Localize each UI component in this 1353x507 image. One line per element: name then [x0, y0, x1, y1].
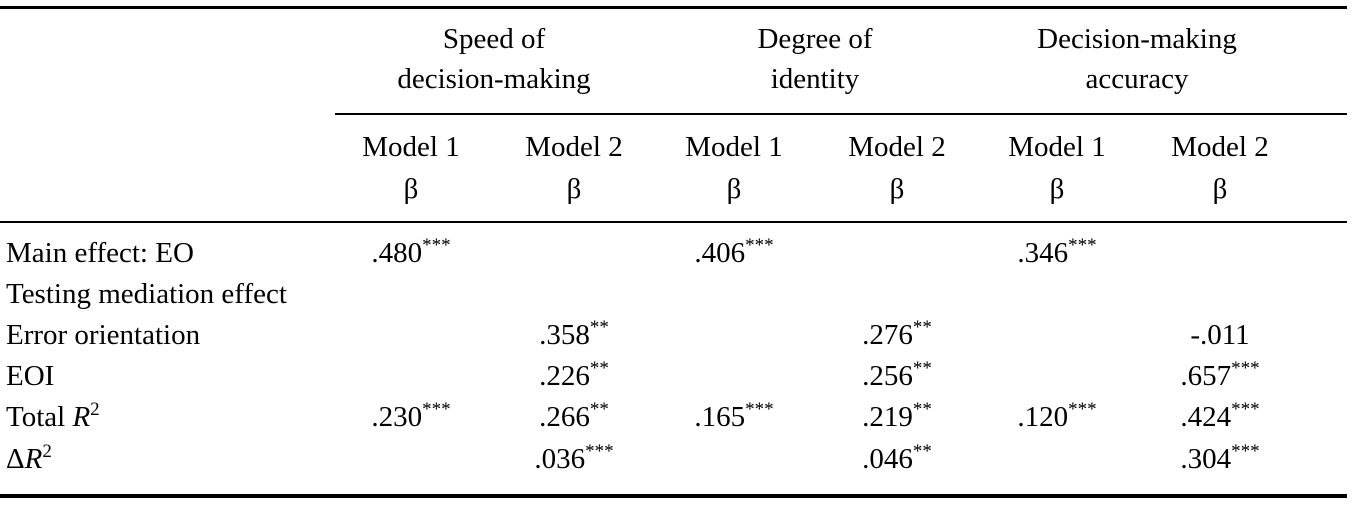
- cell-value: .480: [371, 237, 423, 269]
- model-header: Model 1: [362, 131, 460, 163]
- cell-value: .304: [1180, 443, 1232, 475]
- cell-value: .219: [862, 401, 913, 433]
- beta-header: β: [1212, 173, 1228, 205]
- model-header: Model 2: [1171, 131, 1269, 163]
- table-cell: .304***: [1180, 441, 1260, 480]
- group-rule: [335, 113, 1347, 115]
- cell-value: .256: [862, 360, 913, 392]
- cell-value: .036: [534, 443, 586, 475]
- model-header: Model 1: [1008, 131, 1106, 163]
- row-label-italic: R: [72, 401, 91, 433]
- model-header: Model 2: [848, 131, 946, 163]
- cell-value: .230: [371, 401, 423, 433]
- row-label-superscript: 2: [90, 399, 100, 420]
- significance-stars: ***: [745, 235, 774, 256]
- model-header: Model 2: [525, 131, 623, 163]
- table-cell: .120***: [1017, 399, 1097, 438]
- row-label-italic: R: [24, 443, 43, 475]
- significance-stars: **: [912, 317, 932, 338]
- significance-stars: ***: [1231, 399, 1260, 420]
- row-label: Error orientation: [6, 318, 200, 352]
- model-header: Model 1: [685, 131, 783, 163]
- row-label-text: Δ: [6, 443, 25, 475]
- row-label: Testing mediation effect: [6, 277, 287, 311]
- cell-value: .406: [694, 237, 746, 269]
- table-cell: .219**: [862, 399, 932, 438]
- significance-stars: ***: [585, 441, 614, 462]
- row-label: Main effect: EO: [6, 236, 194, 270]
- table-cell: .358**: [539, 317, 609, 356]
- significance-stars: **: [589, 358, 609, 379]
- group-header-line2: identity: [770, 63, 860, 95]
- table-cell: .276**: [862, 317, 932, 356]
- significance-stars: ***: [745, 399, 774, 420]
- cell-value: .358: [539, 319, 590, 351]
- table-cell: .424***: [1180, 399, 1260, 438]
- significance-stars: **: [589, 317, 609, 338]
- beta-header: β: [1049, 173, 1065, 205]
- row-label: Total R2: [6, 399, 100, 438]
- table-cell: .046**: [862, 441, 932, 480]
- row-label-text: Testing mediation effect: [6, 278, 287, 310]
- significance-stars: **: [912, 358, 932, 379]
- beta-header: β: [403, 173, 419, 205]
- table-cell: .657***: [1180, 358, 1260, 397]
- row-label-text: Main effect: EO: [6, 237, 194, 269]
- row-label-text: Total: [6, 401, 73, 433]
- row-label: ΔR2: [6, 441, 52, 480]
- beta-header: β: [726, 173, 742, 205]
- table-cell: .266**: [539, 399, 609, 438]
- table-cell: .256**: [862, 358, 932, 397]
- cell-value: .226: [539, 360, 590, 392]
- row-label: EOI: [6, 359, 54, 393]
- significance-stars: ***: [1231, 441, 1260, 462]
- table-cell: .346***: [1017, 235, 1097, 274]
- table-cell: .480***: [371, 235, 451, 274]
- beta-header: β: [889, 173, 905, 205]
- significance-stars: ***: [422, 235, 451, 256]
- significance-stars: ***: [1068, 399, 1097, 420]
- table-cell: .406***: [694, 235, 774, 274]
- significance-stars: ***: [1231, 358, 1260, 379]
- group-header-line1: Degree of: [757, 23, 873, 55]
- cell-value: .276: [862, 319, 913, 351]
- table-cell: .165***: [694, 399, 774, 438]
- significance-stars: ***: [422, 399, 451, 420]
- cell-value: .266: [539, 401, 590, 433]
- cell-value: -.011: [1190, 319, 1250, 351]
- row-label-superscript: 2: [42, 441, 52, 462]
- group-header-line2: decision-making: [397, 63, 591, 95]
- row-label-text: Error orientation: [6, 319, 201, 351]
- table-cell: .036***: [534, 441, 614, 480]
- cell-value: .165: [694, 401, 746, 433]
- group-header-line1: Speed of: [442, 23, 546, 55]
- group-header-line1: Decision-making: [1037, 23, 1237, 55]
- significance-stars: **: [912, 399, 932, 420]
- top-rule: [0, 6, 1347, 9]
- bottom-rule: [0, 494, 1347, 498]
- cell-value: .120: [1017, 401, 1069, 433]
- cell-value: .046: [862, 443, 913, 475]
- significance-stars: **: [912, 441, 932, 462]
- row-label-text: EOI: [6, 360, 55, 392]
- beta-header: β: [566, 173, 582, 205]
- cell-value: .657: [1180, 360, 1232, 392]
- group-header-line2: accuracy: [1085, 63, 1189, 95]
- cell-value: .346: [1017, 237, 1069, 269]
- table-cell: .230***: [371, 399, 451, 438]
- table-cell: -.011: [1190, 318, 1249, 352]
- cell-value: .424: [1180, 401, 1232, 433]
- significance-stars: **: [589, 399, 609, 420]
- significance-stars: ***: [1068, 235, 1097, 256]
- table-cell: .226**: [539, 358, 609, 397]
- header-rule: [0, 221, 1347, 223]
